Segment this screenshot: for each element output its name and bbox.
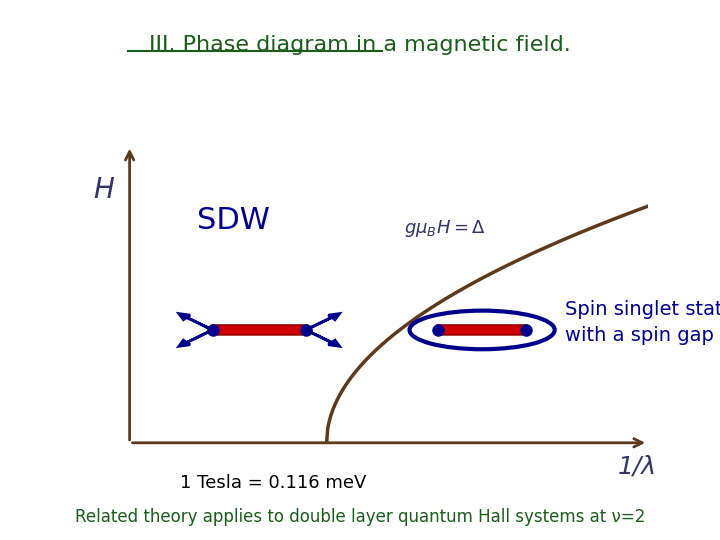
FancyArrow shape	[306, 314, 340, 330]
Text: 1/λ: 1/λ	[618, 455, 657, 478]
FancyBboxPatch shape	[210, 325, 308, 335]
Text: Related theory applies to double layer quantum Hall systems at ν=2: Related theory applies to double layer q…	[75, 508, 645, 526]
Text: 1 Tesla = 0.116 meV: 1 Tesla = 0.116 meV	[180, 474, 366, 492]
FancyArrow shape	[179, 314, 212, 330]
FancyArrow shape	[306, 330, 340, 346]
Text: Spin singlet state: Spin singlet state	[565, 300, 720, 319]
Text: H: H	[94, 177, 114, 204]
Text: $g\mu_B H = \Delta$: $g\mu_B H = \Delta$	[405, 219, 486, 239]
FancyBboxPatch shape	[436, 325, 528, 335]
FancyArrow shape	[179, 330, 212, 346]
Text: SDW: SDW	[197, 206, 270, 234]
Text: III. Phase diagram in a magnetic field.: III. Phase diagram in a magnetic field.	[149, 35, 571, 55]
Text: with a spin gap: with a spin gap	[565, 326, 714, 346]
